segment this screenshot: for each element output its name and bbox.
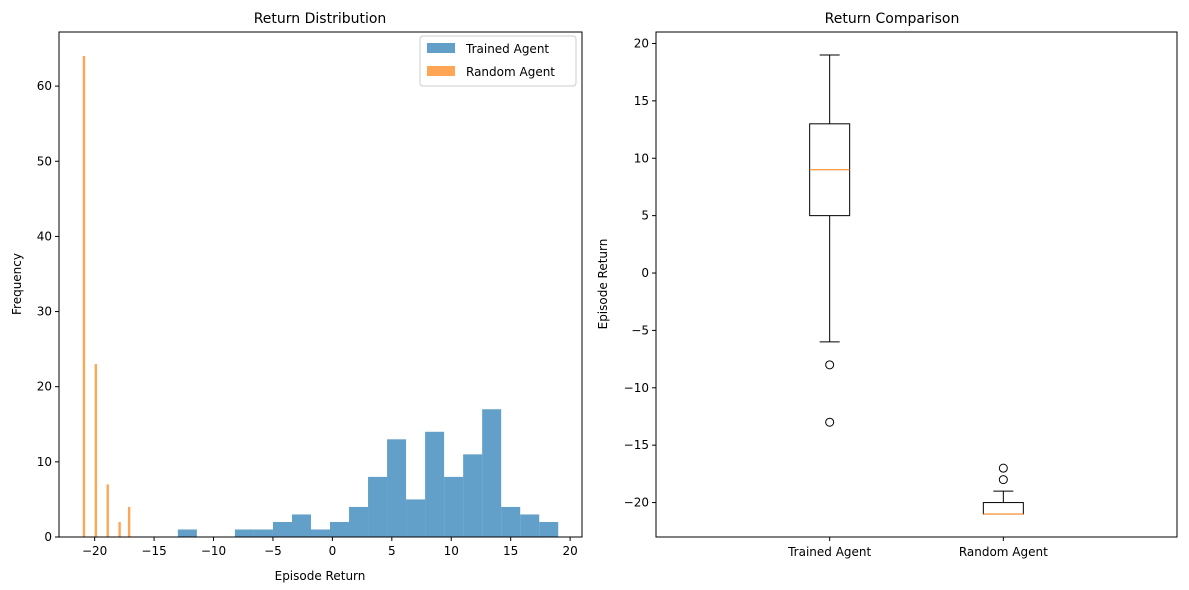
- histogram-bar-trained-agent: [349, 506, 369, 537]
- histogram-y-axis-label: Frequency: [10, 253, 24, 315]
- boxplot-title: Return Comparison: [825, 11, 960, 27]
- boxplot-boxes: [809, 54, 1024, 515]
- y-tick-label: 5: [641, 209, 649, 223]
- x-tick-label: Trained Agent: [787, 545, 871, 559]
- boxplot-y-ticks: −20 −15 −10 −5 0 5 10 15 20: [624, 36, 656, 510]
- x-tick-label: 15: [503, 544, 518, 558]
- legend-box: [419, 35, 577, 87]
- x-tick-label: 10: [444, 544, 459, 558]
- histogram-bar-trained-agent: [387, 439, 407, 537]
- legend-swatch-trained-agent: [427, 43, 455, 53]
- histogram-bar-random-agent: [94, 364, 98, 537]
- y-tick-label: 15: [634, 94, 649, 108]
- y-tick-label: −10: [624, 381, 649, 395]
- x-tick-label: 0: [329, 544, 337, 558]
- histogram-bar-random-agent: [82, 56, 86, 538]
- x-tick-label: Random Agent: [959, 545, 1048, 559]
- histogram-legend: Trained Agent Random Agent: [419, 35, 577, 87]
- histogram-panel: Return Distribution −20 −15 −10 −5 0 5 10 15 20 …: [10, 11, 583, 583]
- histogram-bar-trained-agent: [330, 521, 350, 537]
- outlier-point: [998, 475, 1008, 485]
- histogram-bar-trained-agent: [310, 529, 331, 537]
- histogram-bar-trained-agent: [177, 529, 197, 537]
- histogram-y-ticks: 0 10 20 30 40 50 60: [37, 79, 59, 544]
- histogram-bar-trained-agent: [234, 529, 254, 537]
- histogram-bar-random-agent: [106, 484, 109, 537]
- y-tick-label: 40: [37, 229, 52, 243]
- y-tick-label: 20: [634, 36, 649, 50]
- legend-label-trained-agent: Trained Agent: [465, 42, 549, 56]
- y-tick-label: −5: [631, 323, 649, 337]
- histogram-bar-trained-agent: [501, 506, 521, 537]
- y-tick-label: 10: [37, 455, 52, 469]
- histogram-title: Return Distribution: [254, 11, 387, 27]
- histogram-bar-random-agent: [127, 506, 131, 537]
- y-tick-label: 50: [37, 154, 52, 168]
- boxplot-frame: [655, 31, 1178, 538]
- histogram-bar-trained-agent: [425, 431, 445, 537]
- histogram-frame: [58, 31, 583, 538]
- histogram-bar-trained-agent: [368, 476, 388, 537]
- histogram-bar-trained-agent: [291, 514, 311, 537]
- x-tick-label: −15: [141, 544, 166, 558]
- y-tick-label: 10: [634, 151, 649, 165]
- boxplot-y-axis-label: Episode Return: [596, 239, 610, 330]
- x-tick-label: −20: [82, 544, 107, 558]
- histogram-x-axis-label: Episode Return: [275, 569, 366, 583]
- histogram-x-ticks: −20 −15 −10 −5 0 5 10 15 20: [82, 537, 578, 558]
- legend-label-random-agent: Random Agent: [466, 65, 555, 79]
- x-tick-label: −10: [201, 544, 226, 558]
- histogram-bars: [82, 56, 559, 538]
- outlier-point: [825, 360, 835, 370]
- x-tick-label: 20: [562, 544, 577, 558]
- histogram-bar-trained-agent: [406, 499, 426, 537]
- x-tick-label: 5: [388, 544, 396, 558]
- histogram-bar-trained-agent: [444, 476, 464, 537]
- histogram-bar-random-agent: [118, 521, 121, 537]
- histogram-bar-trained-agent: [463, 454, 483, 537]
- histogram-bar-trained-agent: [272, 521, 292, 537]
- y-tick-label: −20: [624, 496, 649, 510]
- y-tick-label: 60: [37, 79, 52, 93]
- histogram-bar-trained-agent: [253, 529, 273, 537]
- y-tick-label: 30: [37, 305, 52, 319]
- histogram-bar-trained-agent: [482, 409, 502, 537]
- boxplot-x-ticks: Trained Agent Random Agent: [787, 537, 1048, 559]
- histogram-bar-trained-agent: [520, 514, 540, 537]
- y-tick-label: 0: [641, 266, 649, 280]
- legend-swatch-random-agent: [427, 66, 455, 76]
- y-tick-label: 20: [37, 380, 52, 394]
- outlier-point: [825, 417, 835, 427]
- y-tick-label: −15: [624, 438, 649, 452]
- outlier-point: [998, 463, 1008, 473]
- y-tick-label: 0: [44, 530, 52, 544]
- x-tick-label: −5: [264, 544, 282, 558]
- histogram-bar-trained-agent: [539, 521, 559, 537]
- boxplot-panel: Return Comparison −20 −15 −10 −5 0 5 10 15 20 Tr…: [596, 11, 1178, 559]
